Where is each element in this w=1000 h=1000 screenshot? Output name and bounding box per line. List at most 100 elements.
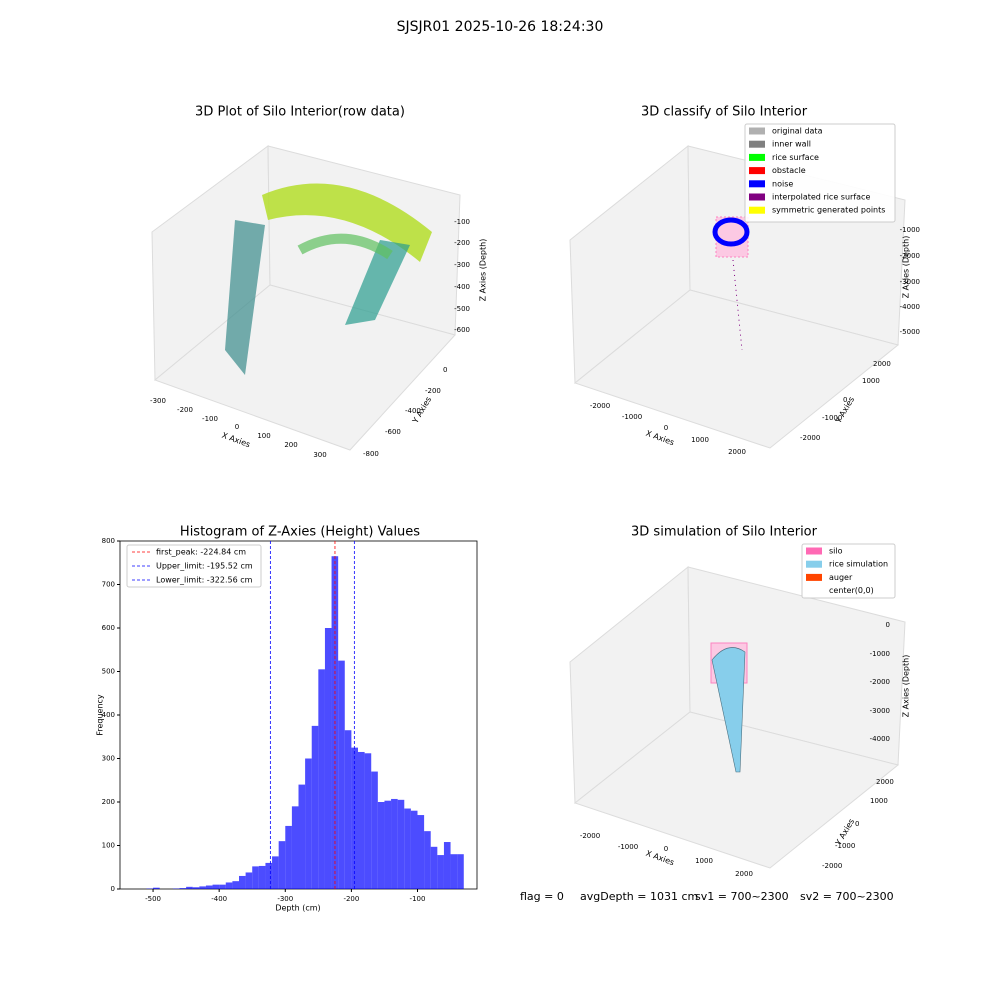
legend-swatch [749, 167, 765, 175]
z-axis-label: Z Axies (Depth) [902, 236, 911, 299]
bar [397, 799, 405, 889]
panel-3d-box [151, 145, 461, 451]
x-tick-label: 300 [313, 451, 326, 459]
x-tick-label: 0 [664, 424, 668, 432]
bar [212, 884, 220, 889]
chart-title: Histogram of Z-Axies (Height) Values [180, 525, 420, 540]
y-tick-label: 700 [102, 581, 115, 589]
x-tick-label: 100 [257, 432, 270, 440]
legend-swatch [806, 547, 822, 555]
y-tick-label: 1000 [862, 377, 880, 385]
panel-3d-box [569, 565, 906, 869]
bar [364, 753, 372, 889]
x-tick-label: -1000 [622, 413, 642, 421]
legend-label: Upper_limit: -195.52 cm [156, 562, 253, 571]
legend-swatch [806, 560, 822, 568]
panel-title: 3D classify of Silo Interior [641, 105, 808, 120]
z-tick-label: -200 [454, 239, 470, 247]
legend-label: obstacle [772, 166, 806, 175]
y-tick-label: -2000 [800, 434, 820, 442]
z-tick-label: -1000 [900, 226, 920, 234]
x-tick-label: 0 [235, 423, 239, 431]
legend-label: noise [772, 179, 793, 188]
x-tick-label: 1000 [691, 436, 709, 444]
y-tick-label: 2000 [876, 778, 894, 786]
legend-swatch [749, 206, 765, 214]
y-tick-label: 200 [102, 798, 115, 806]
bar [298, 784, 306, 889]
x-tick-label: -100 [410, 895, 426, 903]
y-tick-label: -800 [363, 450, 379, 458]
x-tick-label: -300 [277, 895, 293, 903]
legend-swatch [749, 180, 765, 188]
x-tick-label: 1000 [695, 857, 713, 865]
x-tick-label: -1000 [618, 843, 638, 851]
bar [278, 841, 286, 889]
y-tick-label: -200 [425, 387, 441, 395]
z-axis-label: Z Axies (Depth) [902, 655, 911, 718]
x-tick-label: 0 [664, 845, 668, 853]
z-tick-label: -600 [454, 326, 470, 334]
legend-swatch [806, 587, 822, 595]
z-tick-label: -100 [454, 218, 470, 226]
bar [344, 730, 352, 889]
legend-swatch [749, 153, 765, 161]
z-tick-label: -1000 [870, 650, 890, 658]
legend-box [126, 544, 262, 588]
bar [430, 846, 438, 889]
legend-label: rice simulation [829, 560, 888, 569]
bar [437, 855, 444, 889]
bar [153, 887, 160, 889]
y-tick-label: 0 [111, 885, 115, 893]
bar [443, 842, 451, 889]
legend-swatch [749, 127, 765, 135]
x-tick-label: -200 [343, 895, 359, 903]
y-tick-label: 300 [102, 755, 115, 763]
z-tick-label: -3000 [870, 707, 890, 715]
z-tick-label: -2000 [870, 678, 890, 686]
panel-title: 3D Plot of Silo Interior(row data) [195, 105, 405, 120]
footer-text: avgDepth = 1031 cm [580, 890, 698, 903]
legend-box [744, 123, 896, 223]
y-tick-label: 0 [443, 366, 447, 374]
z-tick-label: 0 [886, 621, 890, 629]
legend-swatch [749, 140, 765, 148]
legend-label: first_peak: -224.84 cm [156, 548, 246, 557]
x-tick-label: -100 [202, 415, 218, 423]
bar [258, 865, 266, 889]
legend-label: interpolated rice surface [772, 193, 870, 202]
bar [285, 825, 292, 889]
x-tick-label: -200 [177, 406, 193, 414]
bar [404, 808, 411, 889]
bar [391, 798, 398, 889]
bar [324, 628, 332, 889]
x-axis-label: Depth (cm) [275, 904, 320, 913]
panel-title: 3D simulation of Silo Interior [631, 525, 818, 540]
legend-label: rice surface [772, 153, 819, 162]
z-tick-label: -3000 [900, 278, 920, 286]
bar [205, 885, 213, 889]
x-tick-label: 200 [284, 441, 297, 449]
z-tick-label: -500 [454, 305, 470, 313]
y-tick-label: 0 [855, 820, 859, 828]
bar [338, 660, 345, 889]
bar [239, 875, 246, 889]
footer-text: sv2 = 700~2300 [800, 890, 894, 903]
legend-swatch [806, 573, 822, 581]
bar [450, 854, 458, 889]
legend-swatch [749, 193, 765, 201]
bar [179, 888, 187, 889]
y-tick-label: -1000 [835, 842, 855, 850]
bar [272, 856, 279, 889]
footer-text: flag = 0 [520, 890, 564, 903]
bar [417, 815, 425, 889]
z-tick-label: -300 [454, 261, 470, 269]
z-tick-label: -4000 [900, 303, 920, 311]
y-tick-label: 2000 [873, 360, 891, 368]
bar [192, 887, 200, 889]
bar [225, 882, 233, 889]
y-tick-label: 400 [102, 711, 115, 719]
y-axis-label: Frequency [96, 694, 105, 736]
legend-label: Lower_limit: -322.56 cm [156, 576, 253, 585]
